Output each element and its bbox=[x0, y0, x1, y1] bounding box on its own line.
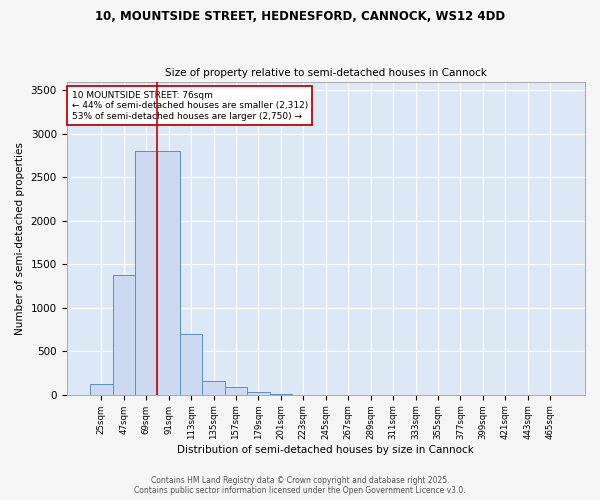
Bar bbox=[202, 382, 225, 395]
Title: Size of property relative to semi-detached houses in Cannock: Size of property relative to semi-detach… bbox=[165, 68, 487, 78]
Bar bbox=[113, 275, 135, 395]
Bar bbox=[269, 394, 292, 395]
Text: Contains HM Land Registry data © Crown copyright and database right 2025.
Contai: Contains HM Land Registry data © Crown c… bbox=[134, 476, 466, 495]
Y-axis label: Number of semi-detached properties: Number of semi-detached properties bbox=[15, 142, 25, 334]
Bar bbox=[247, 392, 269, 395]
Bar bbox=[157, 151, 180, 395]
Bar bbox=[180, 334, 202, 395]
Text: 10, MOUNTSIDE STREET, HEDNESFORD, CANNOCK, WS12 4DD: 10, MOUNTSIDE STREET, HEDNESFORD, CANNOC… bbox=[95, 10, 505, 23]
Bar bbox=[135, 151, 157, 395]
X-axis label: Distribution of semi-detached houses by size in Cannock: Distribution of semi-detached houses by … bbox=[178, 445, 474, 455]
Text: 10 MOUNTSIDE STREET: 76sqm
← 44% of semi-detached houses are smaller (2,312)
53%: 10 MOUNTSIDE STREET: 76sqm ← 44% of semi… bbox=[72, 91, 308, 121]
Bar bbox=[225, 387, 247, 395]
Bar bbox=[90, 384, 113, 395]
